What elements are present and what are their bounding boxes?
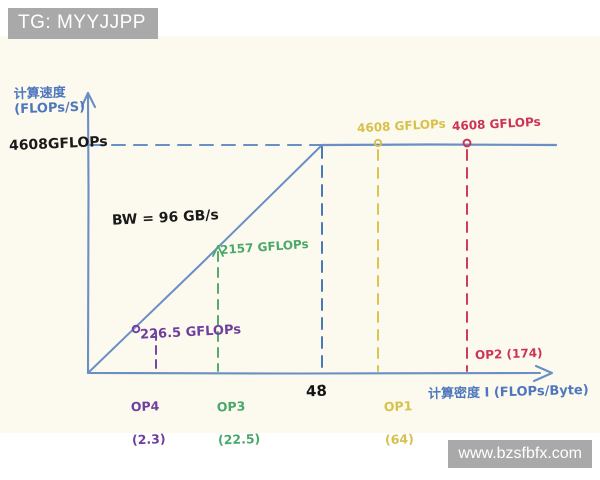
x-tick-ridge-point: 48 (305, 381, 328, 401)
op1-point-marker (373, 138, 383, 148)
compute-bound-roofline (320, 143, 558, 147)
x-tick-op3-name: OP3 (216, 398, 246, 415)
x-tick-op1: OP1 (64) (366, 382, 415, 465)
x-tick-op3-value: (22.5) (217, 430, 261, 448)
x-tick-op1-value: (64) (384, 430, 415, 447)
op2-name-label: OP2 (174) (474, 345, 543, 363)
y-axis-arrowhead (80, 91, 97, 109)
x-tick-op4: OP4 (2.3) (113, 382, 167, 465)
op4-point-marker (131, 324, 141, 334)
memory-bound-roofline (88, 144, 323, 373)
site-watermark-badge: www.bzsfbfx.com (448, 439, 592, 468)
x-tick-op3: OP3 (22.5) (199, 382, 262, 465)
y-axis-line (86, 94, 90, 375)
op3-arrowhead (212, 245, 224, 257)
x-axis-line (86, 371, 542, 375)
x-axis-arrowhead (532, 364, 554, 383)
x-tick-op4-name: OP4 (130, 398, 160, 415)
tag-watermark-badge: TG: MYYJJPP (8, 8, 158, 39)
paper-background (0, 36, 600, 433)
y-axis-label: 计算速度 (FLOPs/S) (13, 85, 86, 118)
op2-point-marker (462, 138, 472, 148)
x-tick-op1-name: OP1 (383, 398, 413, 415)
x-tick-op4-value: (2.3) (131, 430, 166, 448)
